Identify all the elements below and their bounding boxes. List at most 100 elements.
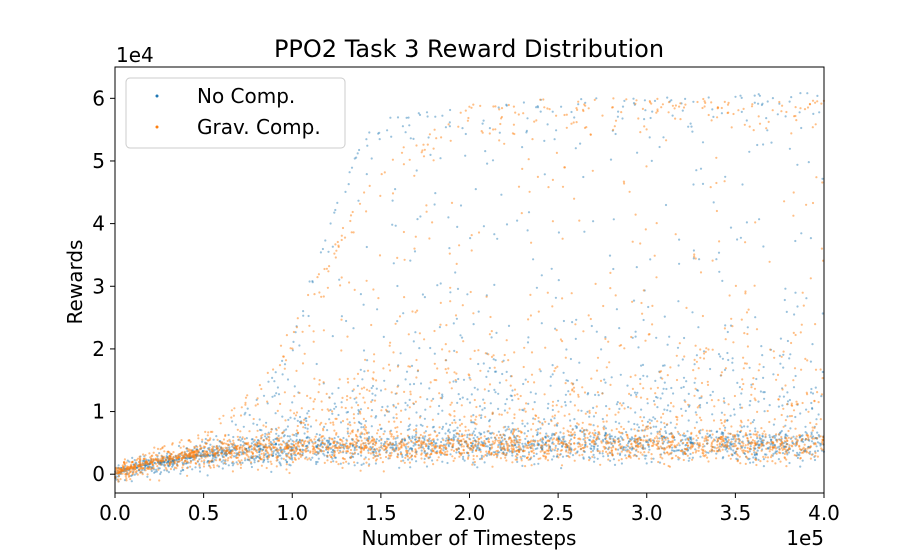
point-no-comp [488,127,491,130]
point-grav-comp [349,452,352,455]
point-grav-comp [166,462,169,465]
point-grav-comp [455,448,458,451]
point-grav-comp [414,311,417,314]
point-grav-comp [715,457,718,460]
point-no-comp [661,392,664,395]
point-no-comp [761,102,764,105]
point-no-comp [641,363,645,366]
point-no-comp [582,456,585,459]
point-no-comp [146,475,149,478]
point-no-comp [539,110,542,113]
point-no-comp [252,422,255,425]
point-grav-comp [146,462,149,465]
point-no-comp [736,238,739,241]
point-grav-comp [543,393,546,396]
point-no-comp [558,438,562,441]
point-no-comp [498,131,501,134]
point-grav-comp [544,420,547,423]
point-no-comp [329,442,332,445]
point-grav-comp [171,442,174,445]
point-no-comp [792,435,795,438]
point-no-comp [466,293,469,296]
point-grav-comp [394,426,397,429]
point-grav-comp [596,391,600,394]
point-grav-comp [289,453,292,456]
point-grav-comp [236,463,239,466]
point-grav-comp [656,108,659,111]
point-grav-comp [293,395,296,398]
point-grav-comp [325,446,328,449]
point-grav-comp [596,356,600,359]
point-no-comp [557,435,560,438]
point-no-comp [555,129,558,132]
point-grav-comp [649,438,652,441]
point-grav-comp [423,449,426,452]
point-grav-comp [771,109,774,112]
point-grav-comp [792,191,795,194]
point-no-comp [661,364,665,367]
point-no-comp [410,364,414,367]
point-no-comp [644,109,647,112]
point-no-comp [433,203,436,206]
point-no-comp [709,433,712,437]
point-grav-comp [484,453,487,457]
point-no-comp [762,376,765,379]
point-grav-comp [633,440,636,443]
point-grav-comp [186,466,189,470]
point-no-comp [133,473,136,476]
point-grav-comp [296,444,299,447]
point-no-comp [742,435,745,438]
point-grav-comp [349,456,352,459]
point-no-comp [452,322,455,325]
point-grav-comp [601,392,604,395]
point-grav-comp [706,456,709,459]
point-grav-comp [562,427,565,430]
point-grav-comp [671,434,674,437]
point-grav-comp [518,435,521,438]
point-grav-comp [821,438,824,441]
point-no-comp [772,373,775,376]
point-no-comp [755,377,758,381]
point-grav-comp [702,452,705,455]
point-grav-comp [679,102,682,105]
point-no-comp [494,391,497,394]
point-no-comp [753,454,757,457]
point-grav-comp [815,423,818,426]
point-grav-comp [694,377,697,380]
point-no-comp [181,461,184,464]
point-grav-comp [749,436,753,439]
point-grav-comp [415,358,418,362]
point-no-comp [305,417,308,420]
point-no-comp [721,457,724,460]
point-grav-comp [363,424,366,427]
point-no-comp [588,415,591,418]
point-grav-comp [270,450,273,453]
point-no-comp [695,354,699,357]
point-grav-comp [800,439,803,442]
point-grav-comp [479,443,482,446]
point-grav-comp [582,446,585,449]
point-no-comp [658,437,661,440]
point-grav-comp [273,440,276,444]
point-no-comp [366,144,369,147]
point-no-comp [784,287,787,290]
point-grav-comp [684,103,687,106]
point-no-comp [419,423,422,426]
point-no-comp [699,406,702,409]
point-no-comp [272,443,275,446]
point-grav-comp [605,366,608,369]
point-grav-comp [388,430,392,433]
point-no-comp [287,418,290,421]
point-grav-comp [694,451,697,454]
point-grav-comp [693,426,697,429]
point-no-comp [580,98,583,101]
point-grav-comp [536,175,540,178]
point-no-comp [778,395,781,398]
point-no-comp [382,335,385,338]
point-grav-comp [759,460,762,463]
point-no-comp [816,94,819,97]
point-grav-comp [142,453,145,456]
point-grav-comp [299,421,303,424]
point-no-comp [309,458,312,461]
point-no-comp [655,425,658,428]
